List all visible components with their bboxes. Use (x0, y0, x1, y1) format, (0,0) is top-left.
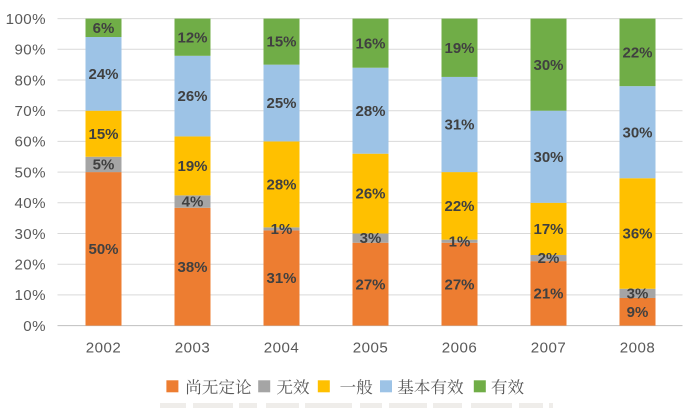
svg-text:22%: 22% (622, 44, 652, 61)
svg-text:30%: 30% (622, 124, 652, 141)
svg-text:16%: 16% (355, 35, 385, 52)
svg-text:25%: 25% (266, 95, 296, 112)
svg-text:4%: 4% (182, 194, 204, 211)
svg-text:50%: 50% (88, 241, 118, 258)
svg-text:2006: 2006 (442, 340, 477, 357)
svg-text:26%: 26% (355, 186, 385, 203)
svg-text:31%: 31% (444, 117, 474, 134)
svg-text:70%: 70% (14, 103, 46, 120)
svg-text:40%: 40% (14, 195, 46, 212)
svg-text:19%: 19% (177, 158, 207, 175)
svg-text:20%: 20% (14, 257, 46, 274)
svg-text:6%: 6% (93, 20, 115, 37)
svg-text:28%: 28% (266, 176, 296, 193)
svg-text:3%: 3% (627, 285, 649, 302)
svg-text:2004: 2004 (264, 340, 299, 357)
svg-text:1%: 1% (449, 233, 471, 250)
svg-text:90%: 90% (14, 42, 46, 59)
svg-text:21%: 21% (533, 285, 563, 302)
svg-text:3%: 3% (360, 230, 382, 247)
svg-text:5%: 5% (93, 157, 115, 174)
svg-text:80%: 80% (14, 72, 46, 89)
svg-text:24%: 24% (88, 66, 118, 83)
svg-text:9%: 9% (627, 304, 649, 321)
svg-text:50%: 50% (14, 164, 46, 181)
svg-text:2%: 2% (538, 250, 560, 267)
svg-text:30%: 30% (14, 226, 46, 243)
svg-text:28%: 28% (355, 103, 385, 120)
svg-text:27%: 27% (444, 276, 474, 293)
svg-text:22%: 22% (444, 198, 474, 215)
svg-text:26%: 26% (177, 88, 207, 105)
svg-text:10%: 10% (14, 287, 46, 304)
svg-text:27%: 27% (355, 276, 385, 293)
svg-text:15%: 15% (88, 126, 118, 143)
svg-text:2002: 2002 (86, 340, 121, 357)
svg-text:30%: 30% (533, 57, 563, 74)
svg-text:19%: 19% (444, 40, 474, 57)
svg-text:38%: 38% (177, 259, 207, 276)
svg-text:1%: 1% (271, 221, 293, 238)
svg-text:31%: 31% (266, 270, 296, 287)
svg-text:100%: 100% (6, 11, 46, 28)
svg-text:60%: 60% (14, 134, 46, 151)
svg-text:12%: 12% (177, 29, 207, 46)
svg-text:30%: 30% (533, 149, 563, 166)
svg-text:15%: 15% (266, 34, 296, 51)
svg-text:36%: 36% (622, 226, 652, 243)
svg-text:2005: 2005 (353, 340, 388, 357)
svg-text:2003: 2003 (175, 340, 210, 357)
svg-text:2007: 2007 (531, 340, 566, 357)
svg-text:0%: 0% (23, 318, 46, 335)
svg-text:2008: 2008 (620, 340, 655, 357)
svg-text:17%: 17% (533, 221, 563, 238)
